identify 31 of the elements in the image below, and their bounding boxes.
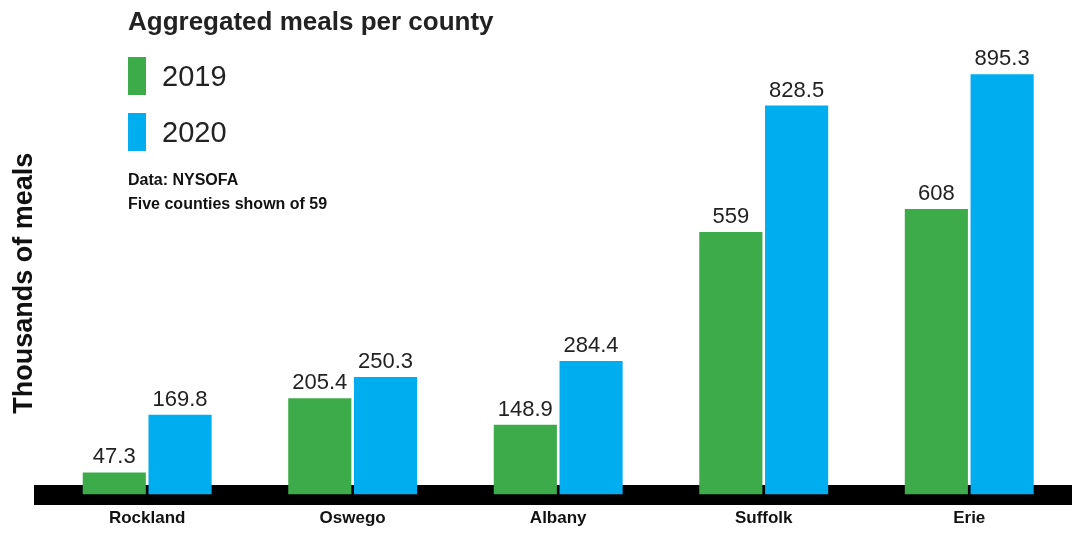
bar	[82, 472, 146, 495]
x-tick-label: Suffolk	[734, 508, 794, 528]
data-label: 205.4	[292, 369, 348, 395]
data-label: 47.3	[92, 443, 136, 469]
x-tick-label: Albany	[529, 508, 588, 528]
data-label: 559	[712, 203, 750, 229]
bar	[148, 414, 212, 495]
annotation: Data: NYSOFA	[128, 170, 240, 190]
data-label: 148.9	[497, 395, 553, 421]
data-label: 608	[918, 180, 955, 206]
bar	[699, 232, 763, 495]
annotation: Five counties shown of 59	[128, 194, 328, 214]
legend-label: 2019	[162, 59, 227, 93]
legend-label: 2020	[162, 115, 227, 149]
bar	[288, 398, 352, 495]
chart-title: Aggregated meals per county	[128, 6, 494, 37]
data-label: 828.5	[769, 76, 825, 102]
data-label: 250.3	[358, 348, 414, 374]
bar	[493, 424, 557, 495]
bar	[559, 361, 623, 495]
y-axis-title: Thousands of meals	[7, 152, 38, 414]
data-label: 284.4	[563, 332, 619, 358]
data-label: 895.3	[974, 45, 1030, 71]
x-tick-label: Oswego	[319, 508, 386, 528]
data-label: 169.8	[152, 385, 208, 411]
bar	[904, 209, 968, 495]
bar	[765, 105, 829, 495]
x-tick-label: Rockland	[108, 508, 186, 528]
bar	[970, 74, 1034, 495]
bar	[354, 377, 418, 495]
x-tick-label: Erie	[953, 508, 986, 528]
